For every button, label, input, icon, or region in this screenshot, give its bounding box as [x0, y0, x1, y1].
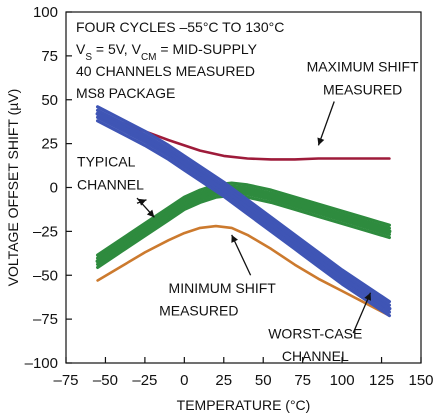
- typical-annotation-text: CHANNEL: [77, 176, 144, 192]
- x-tick-label: –50: [93, 372, 118, 389]
- maximum-annotation-text: MAXIMUM SHIFT: [307, 59, 419, 75]
- minimum-annotation-arrow: [231, 234, 252, 276]
- annotation-layer: FOUR CYCLES –55°C TO 130°C VS = 5V, VCM =…: [76, 19, 419, 364]
- x-tick-label: –75: [53, 372, 78, 389]
- minimum-annotation-text: MEASURED: [159, 303, 238, 319]
- maximum-annotation-arrow-head: [317, 137, 325, 146]
- worst-case-annotation-text: CHANNEL: [282, 348, 349, 364]
- y-tick-label: 25: [41, 136, 58, 153]
- x-tick-label: 100: [330, 372, 355, 389]
- y-tick-label: –100: [25, 355, 58, 372]
- x-tick-label: –25: [132, 372, 157, 389]
- typical-annotation-arrow-head: [146, 209, 155, 218]
- y-tick-label: 0: [50, 180, 58, 197]
- info-text: VS = 5V, VCM = MID-SUPPLY: [76, 41, 258, 63]
- typical-annotation-text: TYPICAL: [77, 153, 136, 169]
- worst-case-line: [96, 119, 391, 318]
- worst-case-annotation-text: WORST-CASE: [268, 325, 362, 341]
- x-tick-label: 50: [255, 372, 272, 389]
- y-tick-label: –25: [33, 223, 58, 240]
- minimum-series: [96, 224, 391, 317]
- info-text: MS8 PACKAGE: [76, 85, 175, 101]
- maximum-annotation-arrow: [317, 101, 335, 146]
- minimum-annotation-arrow-head: [231, 234, 238, 243]
- y-tick-label: 50: [41, 92, 58, 109]
- maximum-annotation-text: MEASURED: [323, 81, 402, 97]
- worst-case-annotation-arrow-head: [364, 292, 372, 301]
- y-tick-label: –75: [33, 311, 58, 328]
- worst-case-line: [96, 108, 391, 307]
- x-tick-label: 75: [294, 372, 311, 389]
- y-tick-label: –50: [33, 267, 58, 284]
- worst-case-annotation-arrow: [352, 292, 372, 334]
- worst-case-line: [96, 105, 391, 304]
- y-tick-label: 100: [33, 4, 58, 21]
- ticks-layer: [65, 11, 422, 364]
- worst-case-series: [95, 105, 392, 318]
- info-text: FOUR CYCLES –55°C TO 130°C: [76, 19, 284, 35]
- y-axis-title: VOLTAGE OFFSET SHIFT (µV): [5, 89, 21, 287]
- typical-line: [96, 181, 391, 257]
- worst-case-line: [96, 115, 391, 314]
- worst-case-line: [95, 111, 392, 311]
- minimum-line: [96, 224, 391, 317]
- x-tick-label: 0: [180, 372, 188, 389]
- typical-annotation-arrow-head: [138, 198, 147, 206]
- x-axis-title: TEMPERATURE (°C): [177, 397, 311, 413]
- x-tick-label: 150: [408, 372, 433, 389]
- minimum-annotation-text: MINIMUM SHIFT: [169, 280, 277, 296]
- labels-layer: –75 –50 –25 0 25 50 75 100 125 150–100–75–50–2502…: [25, 4, 434, 389]
- info-text: 40 CHANNELS MEASURED: [76, 63, 255, 79]
- x-tick-label: 125: [369, 372, 394, 389]
- series-layer: [95, 105, 392, 318]
- y-tick-label: 75: [41, 48, 58, 65]
- x-tick-label: 25: [215, 372, 232, 389]
